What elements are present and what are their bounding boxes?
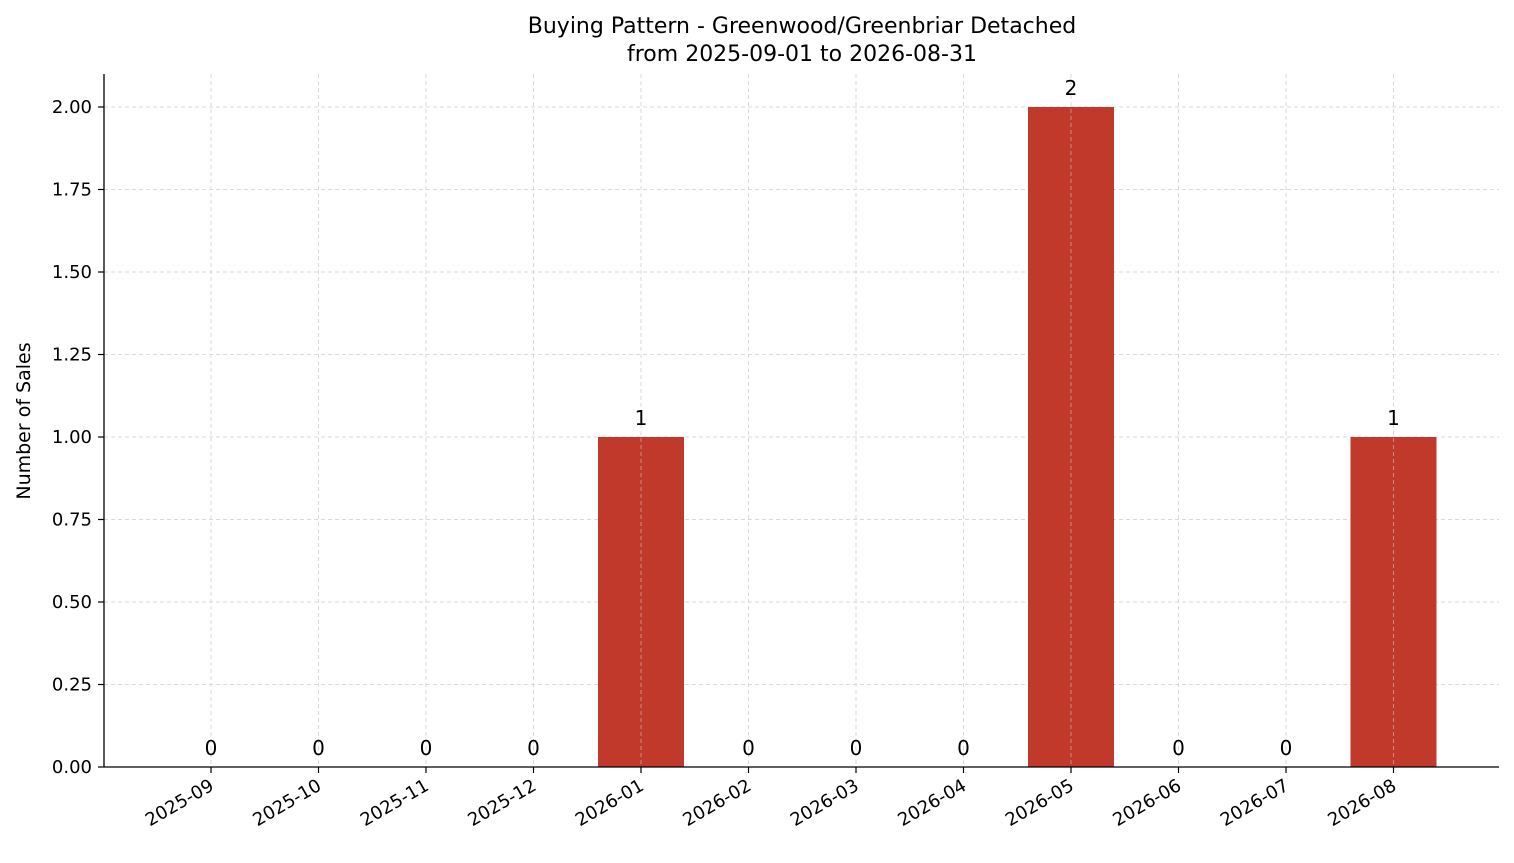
x-tick-label-2025-11: 2025-11 [357,775,433,831]
y-tick-label-7: 1.75 [52,180,92,201]
data-label-2026-07: 0 [1280,736,1293,760]
y-tick-label-6: 1.50 [52,262,92,283]
data-label-2025-09: 0 [205,736,218,760]
x-tick-label-2026-01: 2026-01 [572,775,648,831]
x-axis-ticks: 2025-09 2025-10 2025-11 2025-12 2026-01 2026-… [142,767,1400,831]
y-tick-label-4: 1.00 [52,427,92,448]
data-label-2026-01: 1 [635,406,648,430]
data-label-2026-05: 2 [1065,76,1078,100]
data-label-2025-12: 0 [527,736,540,760]
data-label-2026-04: 0 [957,736,970,760]
y-tick-label-5: 1.25 [52,345,92,366]
y-tick-label-3: 0.75 [52,510,92,531]
y-tick-label-8: 2.00 [52,97,92,118]
x-tick-label-2026-06: 2026-06 [1109,775,1185,831]
data-label-2025-11: 0 [420,736,433,760]
x-tick-label-2025-09: 2025-09 [142,775,218,831]
x-tick-label-2026-08: 2026-08 [1324,775,1400,831]
y-tick-label-2: 0.50 [52,592,92,613]
axes [103,74,1499,768]
grid-lines [104,74,1499,767]
bar-2026-05 [1028,107,1114,767]
data-labels: 0 0 0 0 1 0 0 0 2 0 0 1 [205,76,1400,760]
x-tick-label-2025-10: 2025-10 [249,775,325,831]
x-tick-label-2025-12: 2025-12 [464,775,540,831]
x-tick-label-2026-02: 2026-02 [679,775,755,831]
x-tick-label-2026-03: 2026-03 [787,775,863,831]
chart-subtitle: from 2025-09-01 to 2026-08-31 [627,42,977,67]
data-label-2026-02: 0 [742,736,755,760]
y-tick-label-0: 0.00 [52,757,92,778]
data-label-2026-08: 1 [1387,406,1400,430]
y-tick-label-1: 0.25 [52,675,92,696]
chart-title: Buying Pattern - Greenwood/Greenbriar De… [528,14,1076,39]
x-tick-label-2026-07: 2026-07 [1217,775,1293,831]
x-tick-label-2026-04: 2026-04 [894,775,970,831]
x-tick-label-2026-05: 2026-05 [1002,775,1078,831]
y-axis-label: Number of Sales [13,342,35,499]
data-label-2026-03: 0 [850,736,863,760]
data-label-2026-06: 0 [1172,736,1185,760]
data-label-2025-10: 0 [312,736,325,760]
y-axis-ticks: 0.00 0.25 0.50 0.75 1.00 1.25 1.50 1.75 2.00 [52,97,104,778]
